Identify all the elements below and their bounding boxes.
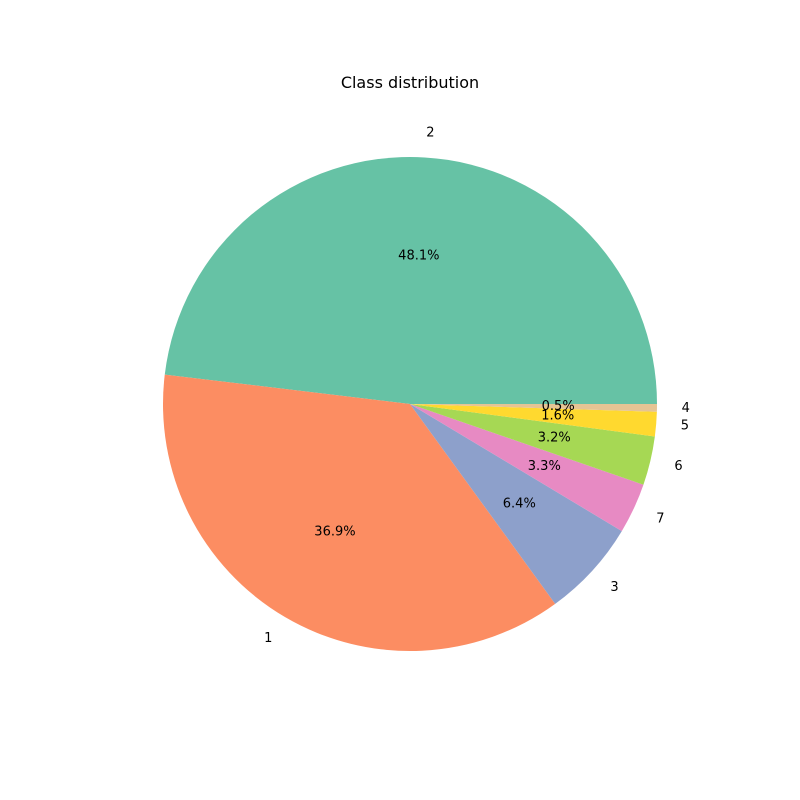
slice-category-label-1: 1: [264, 631, 272, 646]
pie-slice-6: [410, 404, 655, 485]
chart-title: Class distribution: [341, 73, 479, 92]
pie-slice-1: [162, 374, 556, 652]
slice-percent-label-4: 0.5%: [542, 399, 575, 414]
slice-category-label-3: 3: [610, 580, 618, 595]
slice-percent-label-3: 6.4%: [503, 497, 536, 512]
slice-percent-label-6: 3.2%: [538, 431, 571, 446]
slice-category-label-2: 2: [426, 125, 434, 140]
slice-percent-label-5: 1.6%: [541, 409, 574, 424]
slice-percent-label-1: 36.9%: [314, 524, 355, 539]
pie-labels: 48.1% 2 36.9% 1 6.4% 3 3.3% 7 3.2% 6 1.6% 5 0.5% 4: [264, 125, 690, 646]
pie-slice-7: [410, 404, 644, 532]
slice-category-label-6: 6: [674, 459, 682, 474]
pie-slice-3: [410, 404, 622, 604]
pie-slice-4: [410, 404, 657, 412]
slice-category-label-7: 7: [656, 511, 664, 526]
slice-percent-label-2: 48.1%: [398, 249, 439, 264]
slice-category-label-5: 5: [681, 419, 689, 434]
slice-percent-label-7: 3.3%: [528, 459, 561, 474]
slice-category-label-4: 4: [682, 401, 690, 416]
pie-slice-2: [164, 156, 657, 404]
pie-slice-5: [410, 404, 657, 437]
pie-slices: [162, 156, 657, 652]
